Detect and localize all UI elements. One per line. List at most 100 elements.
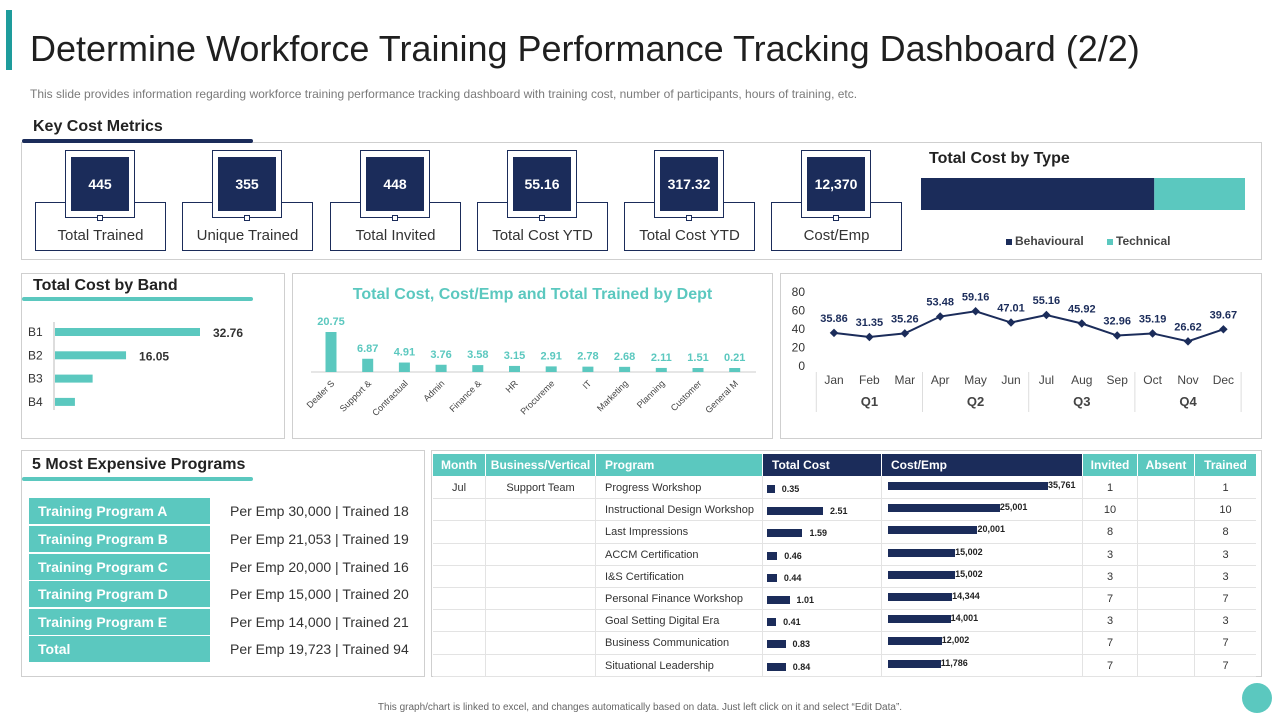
page-title: Determine Workforce Training Performance… bbox=[30, 28, 1140, 69]
kpi-label: Total Cost YTD bbox=[639, 227, 740, 244]
dept-data-label: 0.21 bbox=[724, 352, 745, 364]
cell-invited: 7 bbox=[1106, 659, 1114, 672]
kpi-connector-dot bbox=[833, 215, 839, 221]
table-grid-line bbox=[1082, 476, 1083, 676]
table-grid-line bbox=[1137, 476, 1138, 676]
line-month-label: Jan bbox=[824, 373, 843, 387]
legend-swatch-technical bbox=[1107, 238, 1113, 245]
table-row bbox=[433, 498, 1256, 500]
table-header: Invited bbox=[1083, 454, 1137, 476]
band-category-label: B3 bbox=[28, 372, 43, 386]
cost-by-type-chart bbox=[921, 178, 1245, 210]
total-cost-bar bbox=[767, 596, 790, 604]
cell-trained: 10 bbox=[1219, 504, 1232, 517]
dept-data-label: 2.78 bbox=[577, 351, 598, 363]
cost-emp-label: 15,002 bbox=[955, 546, 983, 557]
line-point bbox=[1112, 331, 1122, 340]
line-data-label: 26.62 bbox=[1174, 321, 1202, 333]
kpi-connector-dot bbox=[244, 215, 250, 221]
edit-circle-button[interactable] bbox=[1242, 683, 1272, 713]
line-point bbox=[1219, 325, 1228, 334]
table-grid-line bbox=[595, 476, 596, 676]
total-cost-bar bbox=[767, 640, 786, 649]
total-cost-label: 0.44 bbox=[783, 572, 802, 583]
line-month-label: Jul bbox=[1039, 373, 1054, 387]
cell-program: Business Communication bbox=[605, 637, 730, 650]
kpi-label: Total Invited bbox=[355, 227, 436, 244]
line-month-label: May bbox=[964, 373, 987, 387]
cell-trained: 3 bbox=[1222, 615, 1229, 628]
dept-category-label: Support & bbox=[338, 378, 373, 413]
cost-by-band-underline bbox=[22, 297, 253, 301]
dept-bar bbox=[582, 366, 594, 372]
band-data-label: 32.76 bbox=[213, 326, 243, 340]
cell-program: Personal Finance Workshop bbox=[605, 593, 743, 605]
dept-bar bbox=[655, 367, 667, 372]
line-data-label: 45.92 bbox=[1068, 304, 1096, 316]
dept-data-label: 3.58 bbox=[467, 349, 488, 361]
cell-trained: 3 bbox=[1222, 570, 1229, 583]
program-name: Training Program A bbox=[29, 498, 210, 524]
cell-invited: 3 bbox=[1106, 615, 1114, 628]
page-subtitle: This slide provides information regardin… bbox=[30, 87, 858, 101]
band-bar bbox=[55, 351, 127, 360]
line-month-label: Apr bbox=[931, 373, 950, 387]
total-cost-bar bbox=[767, 551, 778, 560]
dept-category-label: Contractual bbox=[370, 378, 410, 418]
table-row bbox=[433, 675, 1256, 677]
cell-program: Goal Setting Digital Era bbox=[605, 615, 720, 628]
table-row bbox=[433, 564, 1256, 566]
dept-data-label: 1.51 bbox=[687, 352, 708, 364]
cost-emp-bar bbox=[888, 526, 978, 535]
cost-by-band-chart: B1 32.76 B2 16.05 B3 B4 bbox=[28, 322, 243, 410]
dept-bar bbox=[325, 332, 337, 372]
table-header: Total Cost bbox=[763, 454, 881, 476]
line-month-label: Aug bbox=[1071, 373, 1092, 387]
table-grid-line bbox=[1194, 476, 1195, 676]
title-accent-bar bbox=[6, 10, 12, 70]
line-month-label: Sep bbox=[1107, 373, 1129, 387]
kpi-value: 355 bbox=[218, 157, 276, 211]
dept-category-label: Procureme bbox=[518, 378, 556, 416]
line-series bbox=[833, 310, 1224, 343]
table-row bbox=[433, 653, 1256, 655]
dept-bar bbox=[435, 364, 447, 372]
kpi-connector-dot bbox=[392, 215, 398, 221]
line-quarter-label: Q3 bbox=[1073, 394, 1090, 409]
cost-emp-label: 12,002 bbox=[941, 635, 970, 646]
line-point bbox=[1148, 329, 1157, 338]
cost-emp-label: 11,786 bbox=[940, 657, 968, 668]
line-data-label: 32.96 bbox=[1103, 316, 1131, 328]
line-data-label: 39.67 bbox=[1210, 309, 1238, 321]
kpi-connector-dot bbox=[686, 215, 692, 221]
cost-by-type-title: Total Cost by Type bbox=[929, 150, 1070, 167]
kpi-label: Cost/Emp bbox=[803, 227, 870, 244]
band-bar bbox=[55, 374, 93, 383]
table-header: Program bbox=[596, 454, 762, 476]
expensive-programs-title: 5 Most Expensive Programs bbox=[32, 456, 246, 473]
kpi-connector-dot bbox=[539, 215, 545, 221]
line-ytick-label: 0 bbox=[798, 359, 805, 373]
total-cost-label: 0.35 bbox=[781, 484, 800, 494]
dept-bar bbox=[398, 362, 410, 372]
cell-trained: 3 bbox=[1222, 548, 1229, 561]
program-detail: Per Emp 15,000 | Trained 20 bbox=[230, 586, 409, 602]
line-point bbox=[1077, 319, 1087, 328]
program-name: Training Program C bbox=[29, 554, 210, 580]
cell-invited: 1 bbox=[1106, 482, 1114, 494]
table-header: Absent bbox=[1138, 454, 1194, 476]
line-data-label: 35.26 bbox=[891, 313, 919, 325]
kpi-label: Unique Trained bbox=[196, 227, 299, 244]
band-bar bbox=[55, 397, 75, 406]
cost-emp-bar bbox=[888, 504, 1000, 513]
dept-chart-title: Total Cost, Cost/Emp and Total Trained b… bbox=[352, 286, 713, 303]
total-cost-bar bbox=[767, 618, 777, 627]
cell-invited: 3 bbox=[1106, 570, 1114, 583]
legend-behavioural: Behavioural bbox=[1006, 234, 1084, 248]
dept-bar bbox=[692, 368, 704, 372]
total-cost-label: 0.41 bbox=[783, 617, 801, 628]
line-ytick-label: 80 bbox=[792, 285, 806, 299]
dept-data-label: 4.91 bbox=[394, 347, 415, 359]
dept-data-label: 20.75 bbox=[317, 316, 345, 328]
cost-emp-bar bbox=[888, 548, 956, 557]
